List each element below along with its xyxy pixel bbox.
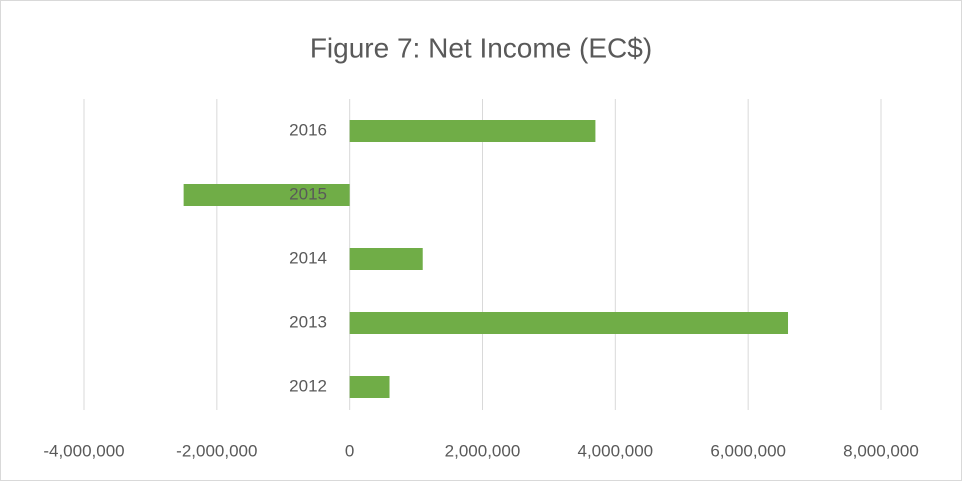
x-tick-label: 4,000,000 — [578, 441, 654, 460]
y-tick-label: 2014 — [289, 248, 327, 267]
bar — [349, 120, 596, 142]
chart-title: Figure 7: Net Income (EC$) — [310, 32, 652, 63]
bar — [349, 248, 423, 270]
y-tick-label: 2016 — [289, 120, 327, 139]
x-tick-label: 6,000,000 — [710, 441, 786, 460]
bar — [183, 184, 350, 206]
bar — [349, 312, 789, 334]
x-tick-label: -4,000,000 — [43, 441, 124, 460]
x-tick-label: -2,000,000 — [176, 441, 257, 460]
y-tick-label: 2012 — [289, 376, 327, 395]
bar — [349, 376, 390, 398]
x-tick-label: 0 — [345, 441, 354, 460]
y-tick-label: 2013 — [289, 312, 327, 331]
y-tick-label: 2015 — [289, 184, 327, 203]
x-tick-label: 8,000,000 — [843, 441, 919, 460]
x-tick-label: 2,000,000 — [445, 441, 521, 460]
